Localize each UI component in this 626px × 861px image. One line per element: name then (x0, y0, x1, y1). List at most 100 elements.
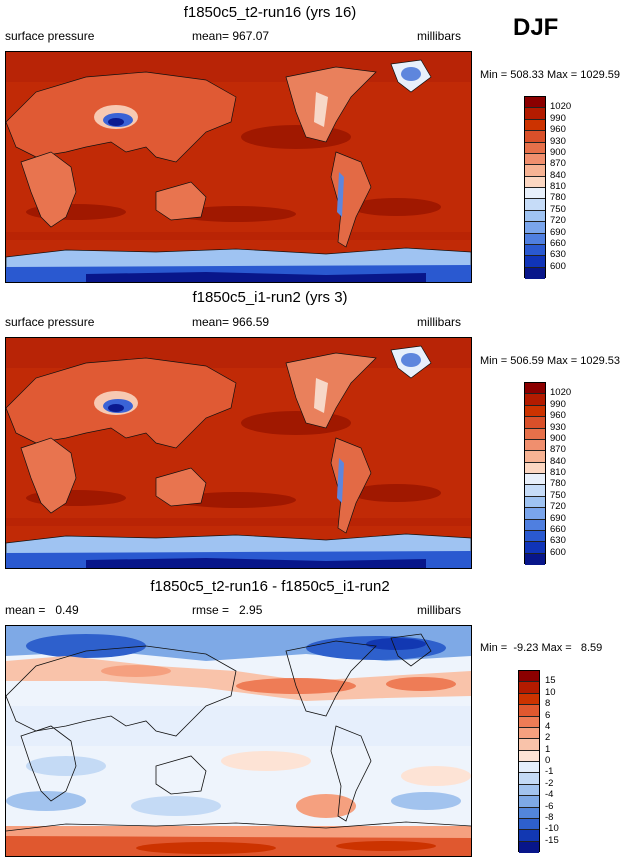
colorbar-swatch (525, 519, 545, 531)
colorbar-swatch (519, 841, 539, 853)
colorbar-tick-label: 630 (550, 249, 566, 261)
colorbar-tick-label: 750 (550, 489, 566, 501)
colorbar-swatch (525, 176, 545, 188)
colorbar-swatch (525, 485, 545, 497)
panel-1-minmax: Min = 508.33 Max = 1029.59 (480, 69, 621, 81)
panel-3-map-image (6, 626, 471, 856)
panel-3-mean-label: mean = 0.49 (5, 603, 79, 617)
colorbar-tick-label: -2 (545, 777, 554, 789)
colorbar-swatch (525, 553, 545, 565)
panel-2-units-label: millibars (417, 315, 462, 329)
colorbar-tick-label: 600 (550, 260, 566, 272)
colorbar-tick-label: 720 (550, 215, 566, 227)
panel-3-title: f1850c5_t2-run16 - f1850c5_i1-run2 (150, 578, 390, 595)
panel-1-map (5, 51, 472, 283)
colorbar-swatch (525, 405, 545, 418)
colorbar-swatch (519, 727, 539, 740)
colorbar-tick-label: 630 (550, 535, 566, 547)
colorbar-swatch (525, 508, 545, 520)
colorbar-tick-label: -1 (545, 766, 554, 778)
panel-1-title: f1850c5_t2-run16 (yrs 16) (183, 4, 357, 21)
colorbar-swatch (525, 165, 545, 177)
colorbar-swatch (525, 417, 545, 429)
colorbar-tick-label: 10 (545, 686, 556, 698)
colorbar-tick-label: -10 (545, 823, 559, 835)
colorbar-swatch (519, 784, 539, 797)
colorbar-tick-label: 930 (550, 135, 566, 147)
colorbar-swatch (525, 439, 545, 452)
panel-1-colorbar (524, 96, 546, 279)
colorbar-tick-label: 960 (550, 410, 566, 422)
colorbar-tick-label: 720 (550, 501, 566, 513)
colorbar-swatch (519, 830, 539, 842)
colorbar-tick-label: 4 (545, 720, 551, 732)
colorbar-swatch (525, 428, 545, 440)
colorbar-tick-label: 990 (550, 112, 566, 124)
colorbar-swatch (525, 256, 545, 268)
colorbar-tick-label: 930 (550, 421, 566, 433)
panel-2-mean-label: mean= 966.59 (192, 315, 270, 329)
colorbar-swatch (525, 394, 545, 406)
colorbar-swatch (525, 244, 545, 257)
panel-3-rmse-label: rmse = 2.95 (192, 603, 263, 617)
colorbar-swatch (519, 773, 539, 785)
colorbar-tick-label: 900 (550, 432, 566, 444)
colorbar-swatch (525, 383, 545, 395)
colorbar-swatch (525, 97, 545, 109)
panel-2-title: f1850c5_i1-run2 (yrs 3) (192, 289, 348, 306)
colorbar-swatch (525, 462, 545, 474)
colorbar-tick-label: 780 (550, 478, 566, 490)
colorbar-swatch (525, 451, 545, 463)
colorbar-swatch (525, 188, 545, 200)
colorbar-tick-label: 15 (545, 675, 556, 687)
panel-1-variable-label: surface pressure (5, 29, 95, 43)
colorbar-swatch (519, 762, 539, 774)
colorbar-swatch (525, 108, 545, 120)
colorbar-swatch (519, 796, 539, 808)
colorbar-swatch (519, 716, 539, 728)
colorbar-swatch (519, 682, 539, 694)
colorbar-tick-label: 6 (545, 709, 551, 721)
colorbar-tick-label: 1 (545, 743, 551, 755)
panel-2-minmax: Min = 506.59 Max = 1029.53 (480, 355, 621, 367)
colorbar-swatch (519, 693, 539, 706)
colorbar-tick-label: -8 (545, 811, 554, 823)
colorbar-tick-label: 690 (550, 226, 566, 238)
panel-3-colorbar (518, 670, 540, 853)
colorbar-swatch (525, 153, 545, 166)
panel-3-minmax: Min = -9.23 Max = 8.59 (480, 642, 603, 654)
panel-2-variable-label: surface pressure (5, 315, 95, 329)
colorbar-tick-label: 840 (550, 455, 566, 467)
colorbar-tick-label: 8 (545, 698, 551, 710)
colorbar-swatch (525, 222, 545, 234)
colorbar-swatch (525, 233, 545, 245)
colorbar-tick-label: -6 (545, 800, 554, 812)
colorbar-tick-label: -15 (545, 834, 559, 846)
colorbar-swatch (525, 542, 545, 554)
colorbar-tick-label: 990 (550, 398, 566, 410)
colorbar-tick-label: 660 (550, 523, 566, 535)
panel-1-map-image (6, 52, 471, 282)
panel-2-map (5, 337, 472, 569)
colorbar-tick-label: 600 (550, 546, 566, 558)
colorbar-swatch (525, 142, 545, 154)
colorbar-tick-label: 690 (550, 512, 566, 524)
colorbar-tick-label: 660 (550, 237, 566, 249)
colorbar-tick-label: 810 (550, 467, 566, 478)
colorbar-swatch (519, 705, 539, 717)
colorbar-tick-label: 750 (550, 203, 566, 215)
colorbar-tick-label: 870 (550, 444, 566, 456)
colorbar-tick-label: 840 (550, 169, 566, 181)
colorbar-tick-label: 1020 (550, 387, 572, 399)
colorbar-tick-label: 780 (550, 192, 566, 204)
colorbar-swatch (519, 818, 539, 831)
panel-2-colorbar (524, 382, 546, 565)
colorbar-tick-label: -4 (545, 789, 554, 801)
colorbar-swatch (525, 474, 545, 486)
panel-1-mean-label: mean= 967.07 (192, 29, 270, 43)
panel-3-units-label: millibars (417, 603, 462, 617)
panel-3-map (5, 625, 472, 857)
colorbar-swatch (525, 119, 545, 132)
colorbar-tick-label: 1020 (550, 101, 572, 113)
panel-1-units-label: millibars (417, 29, 462, 43)
